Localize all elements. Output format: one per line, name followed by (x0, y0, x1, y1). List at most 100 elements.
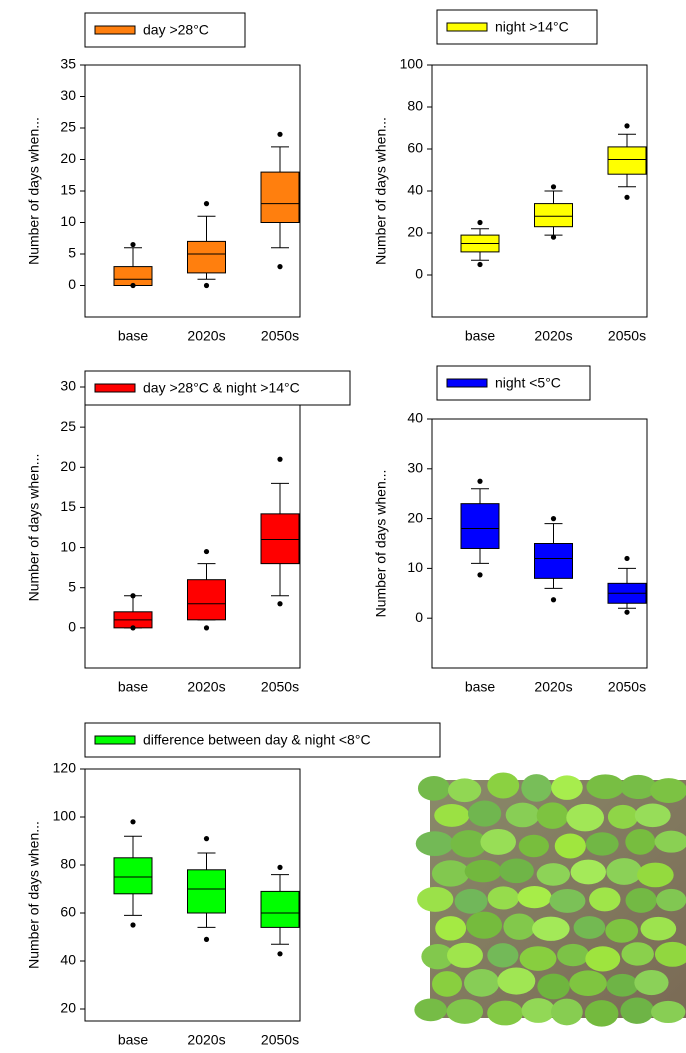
y-tick-label: 20 (60, 150, 76, 166)
plot-area (431, 64, 648, 318)
lettuce (566, 803, 605, 832)
outlier (624, 194, 630, 200)
y-axis-label: Number of days when... (373, 117, 389, 265)
y-axis-label: Number of days when... (373, 470, 389, 618)
outlier (550, 516, 557, 522)
lettuce (586, 774, 625, 800)
x-tick-label: 2050s (608, 328, 646, 344)
chart: 0 20 40 60 80 100 Number of days when... night … (373, 9, 648, 344)
lettuce (415, 831, 454, 857)
lettuce (589, 887, 621, 912)
outlier (203, 201, 210, 207)
legend-swatch (94, 735, 136, 745)
box (607, 146, 647, 175)
lettuce (536, 863, 571, 886)
lettuce (569, 970, 607, 997)
lettuce (421, 943, 455, 970)
lettuce (446, 999, 484, 1024)
box (460, 503, 500, 549)
lettuce (537, 973, 570, 1000)
lettuce (640, 916, 677, 941)
lettuce (487, 886, 519, 910)
lettuce (550, 998, 583, 1026)
outlier (203, 836, 210, 842)
lettuce (573, 916, 606, 939)
y-tick-label: 40 (60, 952, 76, 968)
y-tick-label: 35 (60, 56, 76, 72)
x-tick-label: 2050s (261, 1032, 299, 1048)
y-tick-label: 5 (68, 245, 76, 261)
y-tick-label: 30 (407, 460, 423, 476)
x-tick-label: 2050s (608, 679, 646, 695)
lettuce (447, 778, 482, 803)
lettuce (431, 860, 470, 887)
lettuce (467, 800, 502, 827)
lettuce (447, 942, 483, 968)
outlier (203, 625, 210, 631)
legend-label: difference between day & night <8°C (143, 732, 371, 748)
y-tick-label: 120 (53, 760, 77, 776)
lettuce (414, 998, 447, 1022)
box (534, 203, 573, 228)
y-tick-label: 40 (407, 182, 423, 198)
box (187, 579, 226, 621)
outlier (550, 234, 557, 240)
lettuce (487, 943, 519, 968)
lettuce (464, 968, 500, 997)
y-tick-label: 10 (407, 559, 423, 575)
lettuce (625, 887, 657, 913)
lettuce (650, 778, 686, 803)
outlier (477, 261, 483, 268)
x-tick-label: 2050s (261, 328, 299, 344)
lettuce (434, 804, 470, 827)
y-tick-label: 80 (60, 856, 76, 872)
lettuce (521, 998, 555, 1023)
outlier (624, 123, 630, 129)
y-tick-label: 25 (60, 119, 76, 135)
lettuce (505, 802, 540, 828)
box (113, 266, 153, 287)
y-tick-label: 15 (60, 182, 76, 198)
lettuce (585, 946, 621, 972)
y-tick-label: 20 (407, 509, 423, 525)
lettuce (654, 941, 686, 967)
lettuce (606, 858, 642, 885)
y-tick-label: 100 (53, 808, 77, 824)
chart: 20 40 60 80 100 120 Number of days when... diff… (26, 722, 441, 1048)
outlier (624, 555, 630, 562)
lettuce-field (414, 772, 686, 1027)
lettuce (431, 971, 463, 997)
x-tick-label: base (118, 328, 149, 344)
lettuce (517, 886, 552, 909)
outlier (130, 922, 136, 928)
y-tick-label: 10 (60, 213, 76, 229)
lettuce (521, 774, 552, 802)
lettuce (450, 830, 487, 858)
lettuce (634, 803, 671, 828)
lettuce (607, 804, 639, 829)
outlier (477, 219, 483, 226)
box (260, 513, 300, 565)
lettuce (466, 911, 503, 939)
lettuce (606, 973, 639, 997)
lettuce (549, 889, 586, 913)
outlier (277, 131, 283, 137)
lettuce (651, 1000, 686, 1024)
legend-label: night <5°C (495, 375, 561, 391)
x-tick-label: 2020s (187, 679, 225, 695)
legend-label: day >28°C & night >14°C (143, 380, 300, 396)
y-axis-label: Number of days when... (26, 821, 42, 969)
lettuce (417, 886, 454, 912)
box (260, 890, 300, 928)
y-tick-label: 15 (60, 498, 76, 514)
y-axis-label: Number of days when... (26, 117, 42, 265)
chart: 0 5 10 15 20 25 30 Number of days when... day >2… (26, 370, 351, 695)
outlier (550, 597, 557, 603)
y-tick-label: 20 (60, 458, 76, 474)
outlier (277, 951, 283, 957)
outlier (550, 184, 557, 190)
y-tick-label: 60 (60, 904, 76, 920)
y-tick-label: 25 (60, 418, 76, 434)
y-tick-label: 20 (60, 1000, 76, 1016)
outlier (203, 936, 210, 943)
